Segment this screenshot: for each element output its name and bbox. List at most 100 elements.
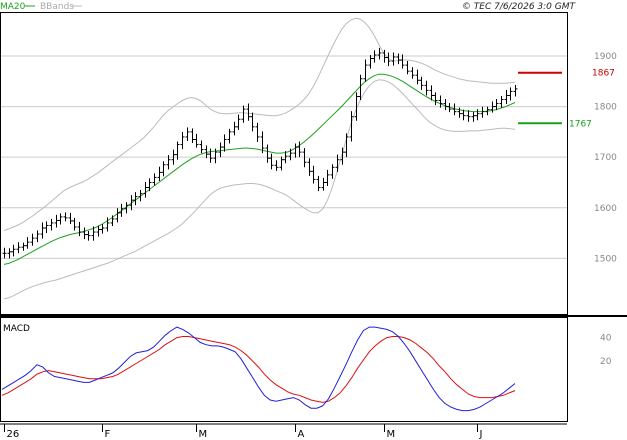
price-bar (21, 242, 26, 251)
price-bar (349, 111, 354, 142)
price-bar (147, 178, 152, 192)
price-bar (457, 107, 462, 118)
price-bar (86, 231, 91, 241)
price-bar (443, 99, 448, 111)
price-bar (40, 222, 45, 239)
price-bar (372, 50, 377, 63)
price-bar (124, 202, 129, 214)
price-bar (199, 140, 204, 154)
price-bar (16, 242, 21, 254)
price-bar (377, 47, 382, 60)
price-bar (129, 195, 134, 211)
price-bar (433, 92, 438, 106)
price-bar (49, 218, 54, 231)
price-bar (222, 134, 227, 152)
price-bar (415, 69, 420, 85)
price-bar (480, 106, 485, 118)
price-bar (419, 76, 424, 90)
price-bar (508, 87, 513, 101)
price-bar (91, 226, 96, 241)
price-bar (311, 165, 316, 184)
price-tick-label: 1500 (594, 254, 617, 264)
price-bar (447, 103, 452, 113)
month-label: A (298, 429, 305, 440)
time-axis: 26 F M A M J (4, 424, 483, 440)
price-bar (110, 215, 115, 226)
price-bar (25, 237, 30, 249)
price-bar (100, 223, 105, 234)
bbands-lower-line (3, 79, 516, 300)
price-bar (11, 244, 16, 257)
price-bar (297, 141, 302, 158)
chart-frame (0, 12, 627, 425)
price-tick-label: 1900 (594, 52, 617, 62)
price-bar (2, 247, 7, 259)
price-bar (307, 158, 312, 176)
price-bar (330, 164, 335, 179)
price-bar (157, 166, 162, 181)
price-bar (302, 148, 307, 168)
price-bar (213, 148, 218, 164)
price-bar (204, 145, 209, 159)
price-bar (63, 212, 68, 222)
price-bar (82, 227, 87, 240)
price-tick-label: 1800 (594, 103, 617, 113)
price-bar (293, 143, 298, 158)
price-bar (461, 109, 466, 121)
price-bar (475, 109, 480, 121)
price-bar (269, 153, 274, 170)
price-bar (494, 99, 499, 111)
price-bar (490, 101, 495, 113)
price-bar (194, 133, 199, 148)
price-bar (363, 59, 368, 82)
price-bar (485, 106, 490, 116)
price-bar (161, 161, 166, 177)
price-tick-label: 1600 (594, 204, 617, 214)
price-bar (119, 203, 124, 217)
price-bar (58, 213, 63, 225)
price-bar (218, 142, 223, 158)
price-bar (227, 128, 232, 144)
price-bar (466, 110, 471, 122)
price-bar (171, 149, 176, 165)
price-panel-border (0, 12, 568, 315)
month-label: J (479, 429, 483, 440)
price-bar (340, 147, 345, 165)
price-bar (499, 95, 504, 108)
price-bar (335, 154, 340, 172)
price-bar (429, 85, 434, 101)
macd-panel: MACD 20 40 (1, 324, 612, 412)
price-bar (72, 217, 77, 231)
price-bar (405, 61, 410, 75)
ma20-line (3, 73, 516, 265)
price-bar (274, 160, 279, 171)
price-bar (325, 169, 330, 187)
price-bar (400, 54, 405, 69)
month-label: F (105, 429, 111, 440)
price-bar (68, 212, 73, 224)
month-label: M (199, 429, 208, 440)
price-bar (386, 52, 391, 67)
price-bar (30, 233, 35, 246)
price-bar (424, 80, 429, 96)
macd-panel-border (0, 317, 568, 422)
price-bar (208, 148, 213, 163)
price-bar (105, 217, 110, 232)
price-tick-label: 1700 (594, 153, 617, 163)
price-bar (180, 131, 185, 150)
price-bar (241, 105, 246, 123)
price-bar (344, 133, 349, 158)
price-bar (236, 114, 241, 130)
month-label: M (387, 429, 396, 440)
price-bar (54, 214, 59, 228)
price-bar (246, 103, 251, 121)
price-bar (288, 148, 293, 161)
price-bar (44, 221, 49, 234)
price-bar (382, 49, 387, 63)
macd-title: MACD (3, 324, 30, 334)
price-bar (35, 230, 40, 243)
price-bar (471, 112, 476, 122)
price-bar (283, 151, 288, 164)
